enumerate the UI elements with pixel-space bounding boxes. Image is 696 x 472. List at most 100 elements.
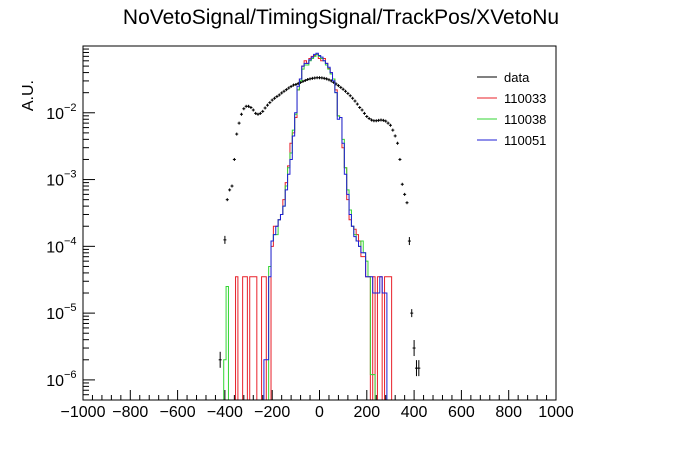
- legend-item: 110033: [477, 91, 546, 106]
- data-point: [242, 107, 246, 111]
- data-point: [327, 78, 331, 82]
- legend-label: 110051: [504, 133, 546, 148]
- legend-item: data: [477, 70, 530, 85]
- data-point: [277, 93, 281, 97]
- y-axis-label: A.U.: [20, 80, 37, 111]
- data-point: [417, 360, 421, 377]
- data-point: [237, 121, 241, 125]
- y-tick-exponent: −6: [64, 369, 77, 381]
- data-point: [400, 182, 404, 186]
- data-point: [303, 78, 307, 82]
- data-point: [410, 309, 414, 318]
- data-point: [249, 105, 253, 109]
- x-tick-label: 1000: [538, 404, 574, 421]
- data-point: [275, 95, 279, 99]
- data-point: [398, 157, 402, 161]
- data-point: [351, 96, 355, 100]
- data-point: [280, 91, 284, 95]
- x-tick-label: −800: [112, 404, 148, 421]
- legend: data 110033 110038 110051: [477, 70, 546, 148]
- data-point: [263, 106, 267, 110]
- data-point: [284, 88, 288, 92]
- data-point: [308, 77, 312, 81]
- data-point: [282, 89, 286, 93]
- data-point: [339, 85, 343, 89]
- y-tick-exponent: −3: [64, 169, 77, 181]
- data-point: [341, 87, 345, 91]
- y-tick-label: 10: [46, 239, 64, 256]
- x-tick-label: 600: [448, 404, 475, 421]
- data-point: [355, 102, 359, 106]
- data-point: [289, 84, 293, 88]
- data-point: [247, 104, 251, 108]
- legend-label: 110038: [504, 112, 546, 127]
- data-point: [325, 77, 329, 81]
- data-point: [232, 157, 236, 161]
- data-point: [346, 91, 350, 95]
- data-point: [306, 78, 310, 82]
- data-point: [230, 184, 234, 188]
- x-tick-label: 0: [315, 404, 324, 421]
- data-point: [393, 134, 397, 138]
- data-point: [403, 192, 407, 196]
- data-point: [388, 123, 392, 127]
- legend-item: 110051: [477, 133, 546, 148]
- y-tick-label: 10: [46, 106, 64, 123]
- data-point: [256, 112, 260, 116]
- y-tick-label: 10: [46, 373, 64, 390]
- data-point: [353, 99, 357, 103]
- data-point: [228, 188, 232, 192]
- x-tick-label: 800: [495, 404, 522, 421]
- y-tick-label: 10: [46, 306, 64, 323]
- data-point: [251, 108, 255, 112]
- data-point: [225, 198, 229, 202]
- data-point: [405, 201, 409, 205]
- data-point: [360, 108, 364, 112]
- legend-label: 110033: [504, 91, 546, 106]
- data-point: [235, 132, 239, 136]
- x-tick-label: −400: [207, 404, 243, 421]
- data-point: [218, 351, 222, 368]
- data-point: [254, 111, 258, 115]
- y-tick-exponent: −5: [64, 302, 77, 314]
- data-point: [381, 118, 385, 122]
- data-point: [365, 114, 369, 118]
- data-point: [348, 94, 352, 98]
- x-tick-label: −600: [160, 404, 196, 421]
- data-point: [268, 101, 272, 105]
- data-point: [384, 119, 388, 123]
- series-layer: [218, 52, 421, 400]
- data-point: [396, 141, 400, 145]
- data-point: [270, 98, 274, 102]
- y-tick-exponent: −4: [64, 235, 77, 247]
- data-point: [391, 128, 395, 132]
- y-tick-exponent: −2: [64, 102, 77, 114]
- x-tick-label: 400: [401, 404, 428, 421]
- series-110033-histogram: [228, 53, 393, 400]
- data-point: [407, 237, 411, 246]
- data-point: [239, 112, 243, 116]
- data-point: [258, 111, 262, 115]
- x-tick-label: −1000: [61, 404, 106, 421]
- series-110051-histogram: [223, 52, 388, 400]
- chart-title: NoVetoSignal/TimingSignal/TrackPos/XVeto…: [123, 6, 559, 29]
- data-point: [336, 84, 340, 88]
- y-tick-label: 10: [46, 173, 64, 190]
- data-point: [358, 105, 362, 109]
- data-point: [265, 103, 269, 107]
- data-point: [370, 118, 374, 122]
- data-point: [261, 109, 265, 113]
- legend-label: data: [504, 70, 530, 85]
- data-point: [362, 111, 366, 115]
- data-point: [322, 76, 326, 80]
- x-tick-label: −200: [254, 404, 290, 421]
- data-point: [287, 86, 291, 90]
- data-point: [344, 89, 348, 93]
- data-point: [386, 121, 390, 125]
- data-point: [294, 83, 298, 87]
- data-point: [273, 96, 277, 100]
- data-point: [291, 83, 295, 87]
- data-point: [412, 340, 416, 357]
- x-tick-label: 200: [353, 404, 380, 421]
